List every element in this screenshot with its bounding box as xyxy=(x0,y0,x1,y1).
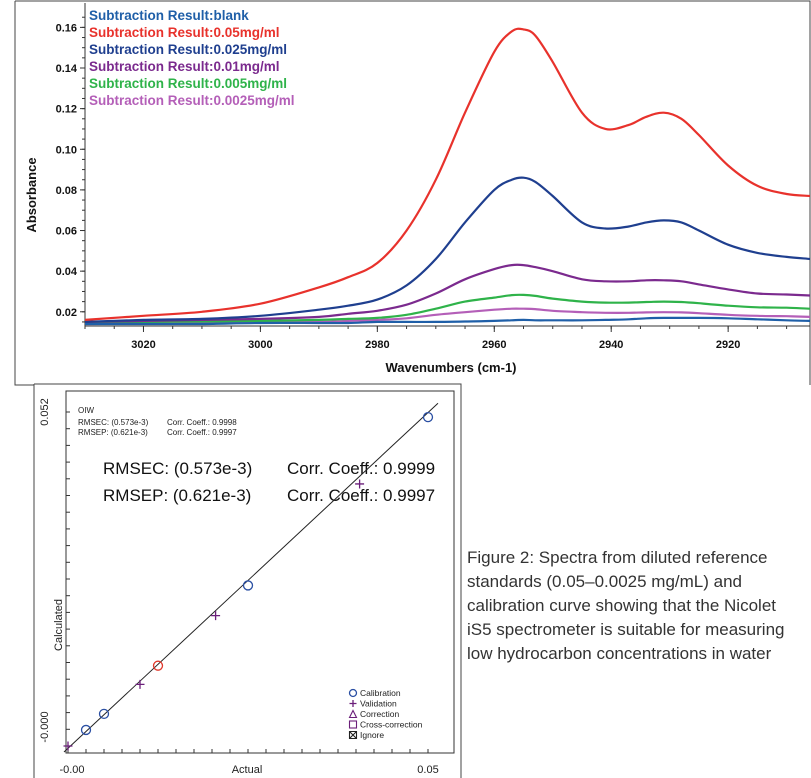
legend-entry: Subtraction Result:0.01mg/ml xyxy=(89,59,280,74)
legend-entry: Subtraction Result:0.05mg/ml xyxy=(89,25,280,40)
y-tick-label: 0.04 xyxy=(56,266,78,278)
y-tick-label: 0.16 xyxy=(56,22,77,34)
spectra-legend: Subtraction Result:blank Subtraction Resu… xyxy=(89,8,295,108)
x-tick-label: 3020 xyxy=(131,339,155,351)
y-tick-label: 0.12 xyxy=(56,104,77,116)
y-tick-label: 0.06 xyxy=(56,226,77,238)
x-axis-label: Wavenumbers (cm-1) xyxy=(386,360,517,375)
spectrum-line xyxy=(84,307,811,326)
x-tick-label: 2960 xyxy=(482,339,506,351)
spectra-y-ticks: 0.02 0.04 0.06 0.08 0.10 0.12 0.14 0.16 xyxy=(56,16,85,323)
x-tick-label: 3000 xyxy=(248,339,272,351)
spectra-series-lines xyxy=(84,27,811,326)
legend-entry: Subtraction Result:0.025mg/ml xyxy=(89,42,287,57)
spectra-x-ticks: 3020 3000 2980 2960 2940 2920 xyxy=(84,326,788,351)
legend-entry: Subtraction Result:0.0025mg/ml xyxy=(89,93,295,108)
spectrum-line xyxy=(84,263,811,323)
figure-caption: Figure 2: Spectra from diluted reference… xyxy=(467,548,785,663)
x-tick-label: 2980 xyxy=(365,339,389,351)
spectrum-line xyxy=(85,316,811,326)
y-axis-label: Absorbance xyxy=(24,157,39,232)
x-tick-label: 2940 xyxy=(599,339,623,351)
y-tick-label: 0.10 xyxy=(56,144,77,156)
y-tick-label: 0.08 xyxy=(56,185,77,197)
legend-entry: Subtraction Result:blank xyxy=(89,8,249,23)
y-tick-label: 0.02 xyxy=(56,307,77,319)
spectrum-line xyxy=(84,293,811,325)
legend-entry: Subtraction Result:0.005mg/ml xyxy=(89,76,287,91)
y-tick-label: 0.14 xyxy=(56,63,78,75)
spectrum-line xyxy=(84,27,811,321)
x-tick-label: 2920 xyxy=(716,339,740,351)
spectrum-line xyxy=(84,176,811,323)
